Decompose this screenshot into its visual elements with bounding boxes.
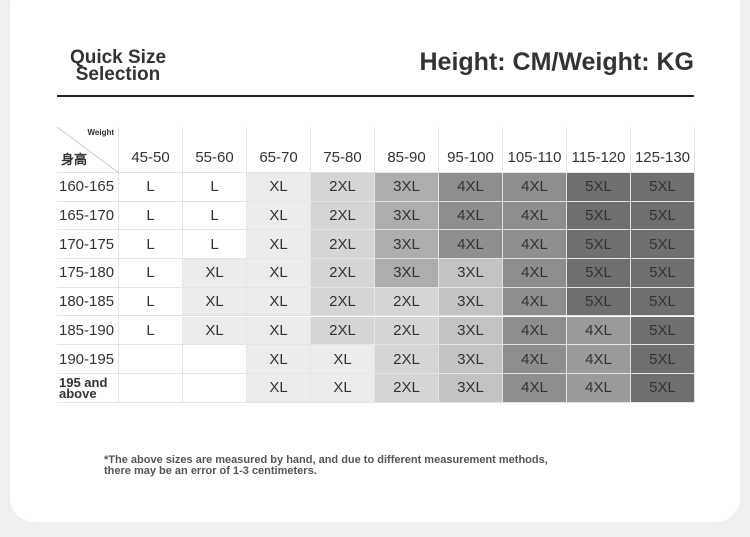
row-label: 185-190 (57, 316, 119, 346)
size-cell: XL (247, 316, 311, 346)
size-cell: 3XL (439, 345, 503, 374)
size-cell: 3XL (375, 173, 439, 202)
size-cell: 4XL (567, 345, 631, 374)
size-cell: L (183, 173, 247, 202)
column-header: 125-130 (631, 127, 695, 173)
row-label: 175-180 (57, 259, 119, 288)
size-cell: 3XL (439, 287, 503, 317)
size-cell: 5XL (631, 287, 695, 317)
size-cell: 5XL (631, 173, 695, 202)
size-cell: 5XL (631, 201, 695, 231)
size-cell: 2XL (375, 345, 439, 374)
size-cell: 2XL (311, 230, 375, 260)
size-cell (119, 345, 183, 374)
size-cell: XL (247, 373, 311, 403)
row-label: 165-170 (57, 201, 119, 231)
size-cell: 5XL (631, 373, 695, 403)
size-cell: 4XL (567, 316, 631, 346)
corner-cell: Weight 身高 (57, 127, 119, 173)
size-cell: 4XL (503, 230, 567, 260)
size-cell: 4XL (439, 173, 503, 202)
column-header: 65-70 (247, 127, 311, 173)
row-label: 180-185 (57, 287, 119, 317)
size-cell: 3XL (439, 259, 503, 288)
size-cell: XL (183, 287, 247, 317)
size-cell: L (119, 287, 183, 317)
column-header: 55-60 (183, 127, 247, 173)
size-cell: 5XL (631, 259, 695, 288)
size-cell (183, 373, 247, 403)
column-header: 105-110 (503, 127, 567, 173)
size-cell: 2XL (311, 316, 375, 346)
size-cell: L (119, 201, 183, 231)
size-cell: L (119, 316, 183, 346)
size-cell: XL (183, 316, 247, 346)
size-cell: 4XL (503, 173, 567, 202)
size-cell: 4XL (439, 201, 503, 231)
column-header: 95-100 (439, 127, 503, 173)
row-label: 190-195 (57, 345, 119, 374)
row-label: 160-165 (57, 173, 119, 202)
column-header: 45-50 (119, 127, 183, 173)
size-cell: XL (247, 201, 311, 231)
corner-diagonal (57, 127, 119, 173)
units-title: Height: CM/Weight: KG (419, 48, 695, 76)
row-label: 195 and above (57, 373, 119, 403)
size-cell: 2XL (311, 173, 375, 202)
corner-weight: Weight (87, 128, 114, 137)
size-cell: 4XL (503, 201, 567, 231)
size-cell: 2XL (311, 259, 375, 288)
size-cell: 2XL (375, 287, 439, 317)
size-cell: L (183, 230, 247, 260)
size-cell: 3XL (375, 201, 439, 231)
size-cell: 3XL (375, 259, 439, 288)
size-cell: 2XL (375, 316, 439, 346)
size-cell (119, 373, 183, 403)
size-cell: XL (311, 373, 375, 403)
size-cell: 3XL (439, 373, 503, 403)
size-cell: 5XL (567, 259, 631, 288)
size-cell: 2XL (375, 373, 439, 403)
size-cell (183, 345, 247, 374)
size-cell: 5XL (567, 173, 631, 202)
column-header: 85-90 (375, 127, 439, 173)
size-cell: XL (247, 287, 311, 317)
size-cell: 5XL (631, 230, 695, 260)
size-cell: XL (247, 230, 311, 260)
size-cell: 2XL (311, 201, 375, 231)
column-header: 115-120 (567, 127, 631, 173)
size-cell: L (119, 173, 183, 202)
size-cell: 5XL (631, 316, 695, 346)
divider (57, 95, 694, 97)
size-cell: 4XL (503, 316, 567, 346)
size-cell: 5XL (631, 345, 695, 374)
size-cell: 3XL (375, 230, 439, 260)
size-cell: 4XL (503, 259, 567, 288)
size-cell: XL (311, 345, 375, 374)
size-cell: L (119, 259, 183, 288)
size-cell: 2XL (311, 287, 375, 317)
size-cell: 3XL (439, 316, 503, 346)
size-cell: XL (183, 259, 247, 288)
size-cell: 4XL (439, 230, 503, 260)
size-cell: L (183, 201, 247, 231)
size-cell: L (119, 230, 183, 260)
size-cell: 4XL (567, 373, 631, 403)
size-cell: 4XL (503, 345, 567, 374)
size-cell: 5XL (567, 287, 631, 317)
size-cell: 4XL (503, 373, 567, 403)
size-cell: 4XL (503, 287, 567, 317)
size-cell: XL (247, 173, 311, 202)
corner-height: 身高 (61, 152, 88, 167)
column-header: 75-80 (311, 127, 375, 173)
size-cell: XL (247, 345, 311, 374)
size-cell: XL (247, 259, 311, 288)
title: Quick Size Selection (69, 47, 167, 85)
row-label: 170-175 (57, 230, 119, 260)
size-cell: 5XL (567, 201, 631, 231)
size-cell: 5XL (567, 230, 631, 260)
footnote: *The above sizes are measured by hand, a… (104, 454, 548, 477)
